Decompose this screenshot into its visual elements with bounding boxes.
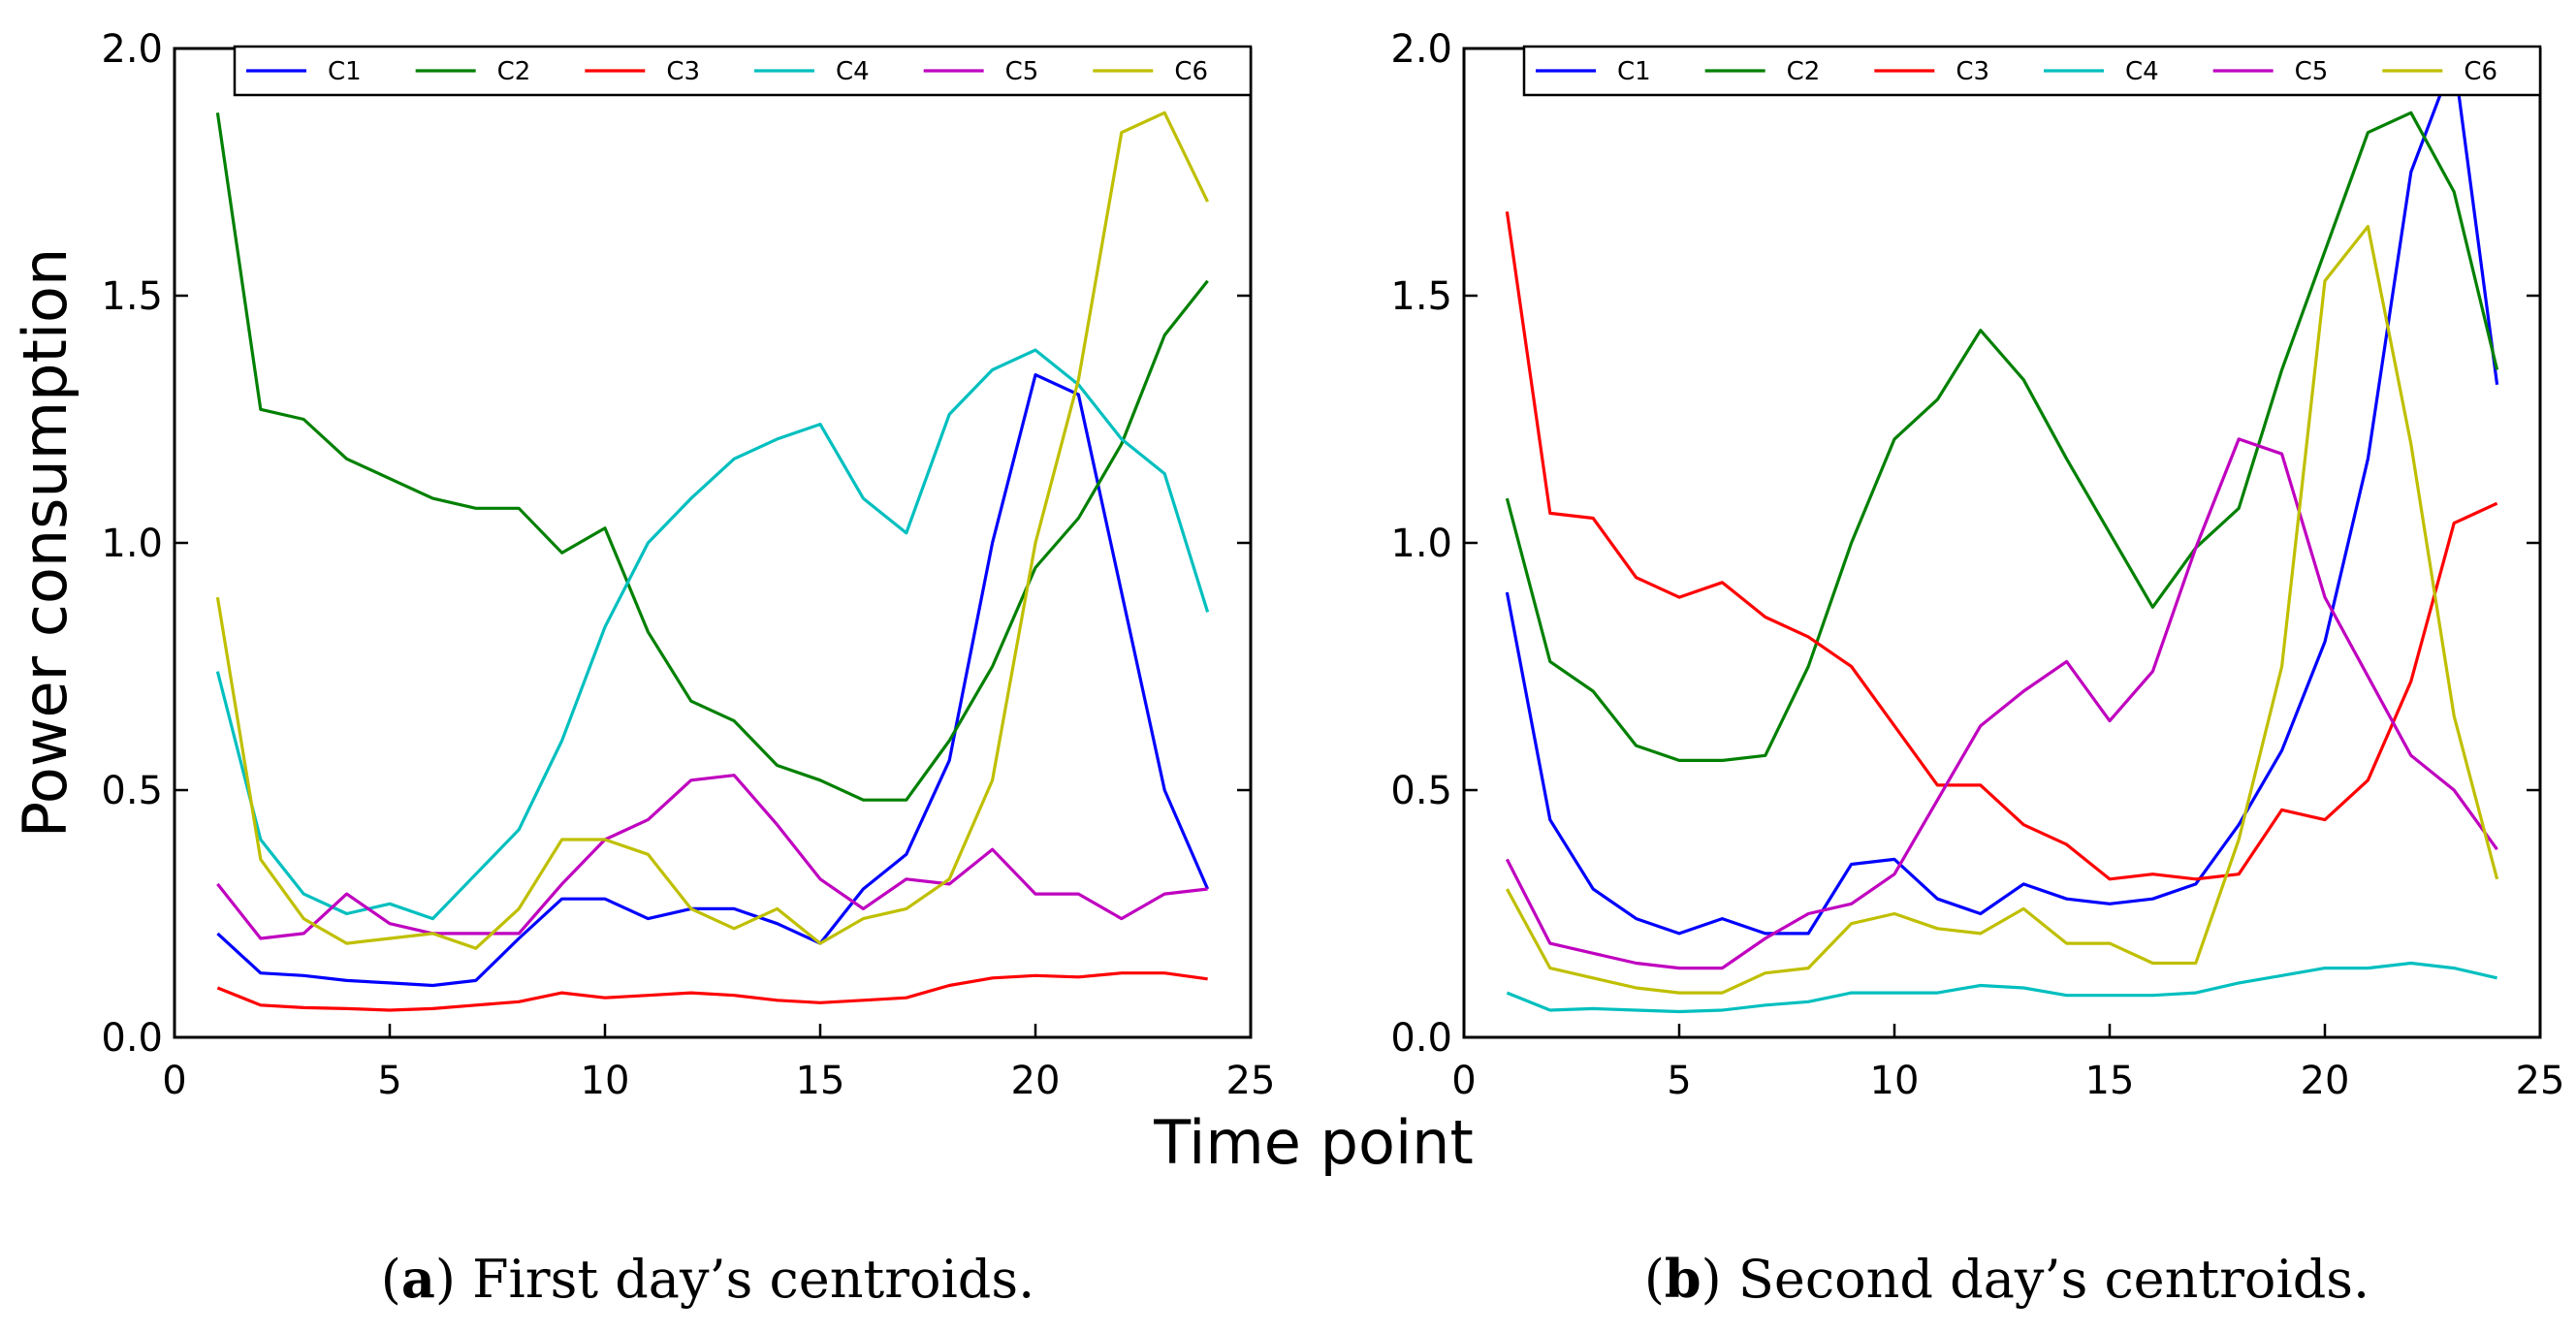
series-line-c4 — [215, 348, 1210, 921]
legend-label-c5: C5 — [2295, 57, 2329, 86]
panel-a: 0 5 10 15 20 25 0.0 0.5 1.0 1.5 2.0 C1 C2 C3 C4 C5 C6 — [101, 27, 1275, 1103]
y-tick-label: 1.0 — [101, 522, 163, 566]
legend-label-c4: C4 — [2125, 57, 2159, 86]
series-line-c6 — [1505, 225, 2499, 995]
legend-label-c1: C1 — [1617, 57, 1651, 86]
x-tick-label: 20 — [1011, 1059, 1061, 1103]
legend — [233, 45, 1253, 97]
caption-b-text: Second day’s centroids. — [1722, 1249, 2369, 1310]
plot-frame — [1462, 47, 2542, 1039]
series-line-c6 — [215, 111, 1210, 950]
plot-frame — [173, 47, 1253, 1039]
x-tick-label: 20 — [2301, 1059, 2350, 1103]
legend-label-c5: C5 — [1005, 57, 1039, 86]
x-tick-label: 15 — [796, 1059, 845, 1103]
y-tick-label: 1.5 — [1390, 274, 1452, 319]
caption-a-text: First day’s centroids. — [456, 1249, 1034, 1310]
series-line-c2 — [215, 112, 1209, 802]
panel-b: 0 5 10 15 20 25 0.0 0.5 1.0 1.5 2.0 C1 C2 C3 C4 C5 C6 — [1390, 27, 2564, 1103]
series-line-c5 — [1505, 437, 2498, 970]
y-tick-label: 2.0 — [1390, 27, 1452, 72]
x-tick-label: 10 — [581, 1059, 630, 1103]
x-tick-label: 25 — [2516, 1059, 2565, 1103]
caption-a-letter: a — [401, 1248, 435, 1310]
caption-b: (b) Second day’s centroids. — [1644, 1248, 2369, 1310]
x-tick-label: 25 — [1226, 1059, 1276, 1103]
legend — [1522, 45, 2542, 97]
y-tick-label: 0.5 — [101, 769, 163, 813]
legend-label-c3: C3 — [666, 57, 700, 86]
y-tick-label: 1.0 — [1390, 522, 1452, 566]
legend-label-c1: C1 — [328, 57, 362, 86]
x-tick-label: 10 — [1870, 1059, 1920, 1103]
series-line-c3 — [1505, 211, 2498, 881]
legend-label-c6: C6 — [2464, 57, 2497, 86]
x-tick-label: 0 — [1451, 1059, 1476, 1103]
x-tick-label: 5 — [377, 1059, 401, 1103]
legend-label-c6: C6 — [1174, 57, 1208, 86]
x-tick-label: 15 — [2085, 1059, 2135, 1103]
x-tick-label: 5 — [1667, 1059, 1691, 1103]
series-line-c4 — [1506, 961, 2497, 1014]
series-line-c1 — [216, 373, 1210, 988]
y-tick-label: 0.0 — [101, 1016, 163, 1061]
legend-label-c3: C3 — [1956, 57, 1989, 86]
caption-b-letter: b — [1665, 1248, 1701, 1310]
y-axis-label: Power consumption — [10, 248, 80, 839]
legend-label-c2: C2 — [1787, 57, 1821, 86]
y-tick-label: 0.0 — [1390, 1016, 1452, 1061]
series-line-c2 — [1505, 111, 2499, 763]
legend-label-c4: C4 — [836, 57, 870, 86]
series-line-c5 — [216, 774, 1208, 940]
caption-a: (a) First day’s centroids. — [381, 1248, 1034, 1310]
x-tick-label: 0 — [162, 1059, 186, 1103]
y-tick-label: 2.0 — [101, 27, 163, 72]
series-line-c3 — [216, 971, 1208, 1012]
y-tick-label: 1.5 — [101, 274, 163, 319]
legend-label-c2: C2 — [497, 57, 531, 86]
y-tick-label: 0.5 — [1390, 769, 1452, 813]
x-axis-label: Time point — [1153, 1107, 1474, 1178]
